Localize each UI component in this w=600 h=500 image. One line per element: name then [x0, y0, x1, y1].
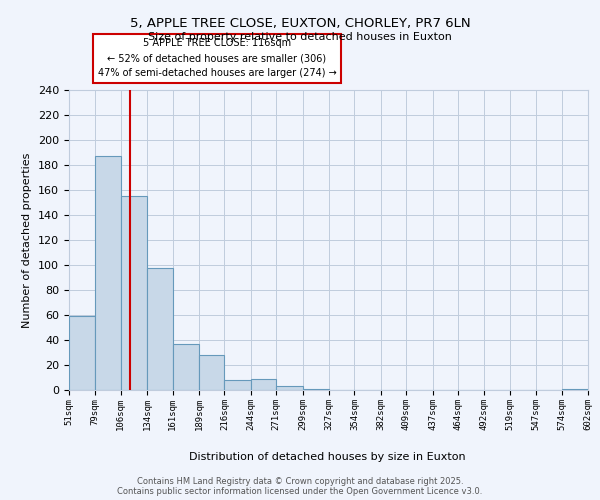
Bar [69, 316, 95, 390]
Bar [121, 196, 147, 390]
Bar [562, 389, 588, 390]
Text: Size of property relative to detached houses in Euxton: Size of property relative to detached ho… [148, 32, 452, 42]
Text: Contains public sector information licensed under the Open Government Licence v3: Contains public sector information licen… [118, 486, 482, 496]
Text: Distribution of detached houses by size in Euxton: Distribution of detached houses by size … [188, 452, 466, 462]
Bar [199, 355, 224, 390]
Bar [302, 389, 329, 390]
Text: 5 APPLE TREE CLOSE: 116sqm
← 52% of detached houses are smaller (306)
47% of sem: 5 APPLE TREE CLOSE: 116sqm ← 52% of deta… [98, 38, 336, 78]
Text: Contains HM Land Registry data © Crown copyright and database right 2025.: Contains HM Land Registry data © Crown c… [137, 476, 463, 486]
Y-axis label: Number of detached properties: Number of detached properties [22, 152, 32, 328]
Bar [95, 156, 121, 390]
Bar [147, 268, 173, 390]
Text: 5, APPLE TREE CLOSE, EUXTON, CHORLEY, PR7 6LN: 5, APPLE TREE CLOSE, EUXTON, CHORLEY, PR… [130, 18, 470, 30]
Bar [224, 380, 251, 390]
Bar [251, 379, 276, 390]
Bar [173, 344, 199, 390]
Bar [276, 386, 302, 390]
